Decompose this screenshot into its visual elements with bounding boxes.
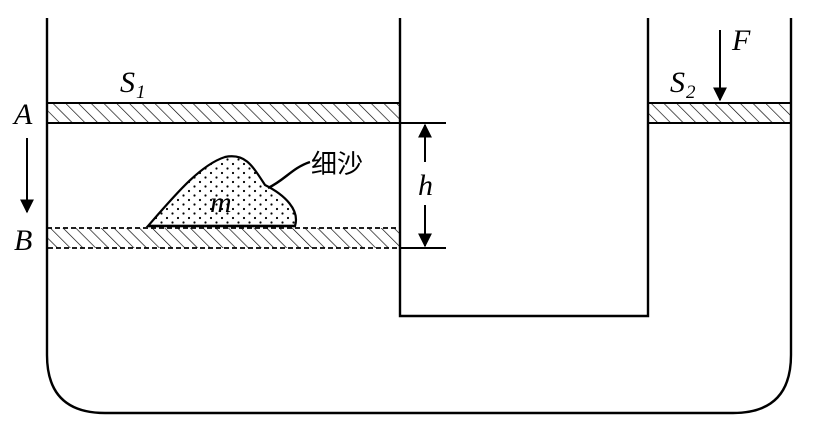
left-piston-b — [46, 227, 401, 249]
container-outline — [45, 18, 793, 415]
label-a: A — [12, 98, 33, 131]
label-m: m — [210, 186, 232, 219]
label-s2: S2 — [670, 66, 696, 103]
left-piston-a — [46, 102, 401, 124]
label-sand: 细沙 — [311, 150, 363, 180]
center-partition — [398, 18, 650, 318]
sand-leader-line — [267, 160, 311, 190]
label-f: F — [731, 24, 751, 57]
label-h: h — [418, 169, 433, 202]
label-s1: S1 — [120, 66, 146, 103]
right-piston — [647, 102, 792, 124]
label-b: B — [14, 224, 32, 257]
sand-pile — [145, 155, 298, 228]
